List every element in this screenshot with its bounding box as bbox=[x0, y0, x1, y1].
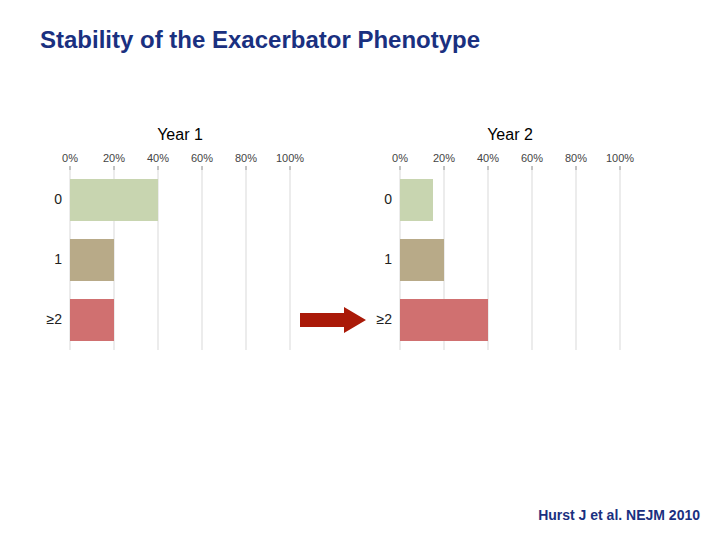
bars bbox=[70, 179, 158, 341]
category-label: ≥2 bbox=[47, 311, 63, 327]
tick-mark bbox=[114, 166, 115, 170]
tick-mark bbox=[158, 166, 159, 170]
tick-mark bbox=[488, 166, 489, 170]
tick-label: 60% bbox=[521, 152, 543, 164]
tick-label: 20% bbox=[103, 152, 125, 164]
panel: 0% 20% 40% 60% 80% 100% 0 1 ≥2 Year 1 bbox=[47, 126, 305, 350]
grid-line bbox=[532, 170, 533, 350]
tick-label: 80% bbox=[565, 152, 587, 164]
grid-line bbox=[290, 170, 291, 350]
tick-label: 0% bbox=[392, 152, 408, 164]
tick-label: 40% bbox=[147, 152, 169, 164]
tick-label: 20% bbox=[433, 152, 455, 164]
tick-mark bbox=[576, 166, 577, 170]
category-label: 1 bbox=[54, 251, 62, 267]
panel-title: Year 2 bbox=[487, 126, 533, 143]
arrow bbox=[300, 307, 366, 333]
figure-title: Stability of the Exacerbator Phenotype bbox=[40, 26, 480, 53]
figure: Stability of the Exacerbator Phenotype Hu… bbox=[0, 0, 720, 540]
tick-mark bbox=[532, 166, 533, 170]
bar bbox=[70, 179, 158, 221]
grid-line bbox=[620, 170, 621, 350]
tick-label: 0% bbox=[62, 152, 78, 164]
grid-line bbox=[246, 170, 247, 350]
category-label: 1 bbox=[384, 251, 392, 267]
bar bbox=[400, 299, 488, 341]
citation: Hurst J et al. NEJM 2010 bbox=[538, 507, 700, 523]
category-label: ≥2 bbox=[377, 311, 393, 327]
category-label: 0 bbox=[384, 191, 392, 207]
tick-mark bbox=[400, 166, 401, 170]
tick-mark bbox=[202, 166, 203, 170]
grid-line bbox=[576, 170, 577, 350]
bar bbox=[400, 179, 433, 221]
tick-mark bbox=[70, 166, 71, 170]
panel-title: Year 1 bbox=[157, 126, 203, 143]
plot-area bbox=[400, 170, 620, 350]
bars bbox=[400, 179, 488, 341]
bar bbox=[400, 239, 444, 281]
tick-label: 40% bbox=[477, 152, 499, 164]
bar bbox=[70, 299, 114, 341]
tick-label: 80% bbox=[235, 152, 257, 164]
plot-area bbox=[70, 170, 290, 350]
bar bbox=[70, 239, 114, 281]
tick-mark bbox=[246, 166, 247, 170]
tick-mark bbox=[290, 166, 291, 170]
tick-label: 100% bbox=[276, 152, 304, 164]
background bbox=[0, 0, 720, 540]
tick-mark bbox=[620, 166, 621, 170]
tick-label: 60% bbox=[191, 152, 213, 164]
category-label: 0 bbox=[54, 191, 62, 207]
tick-mark bbox=[444, 166, 445, 170]
panel: 0% 20% 40% 60% 80% 100% 0 1 ≥2 Year 2 bbox=[377, 126, 635, 350]
grid-line bbox=[202, 170, 203, 350]
tick-label: 100% bbox=[606, 152, 634, 164]
